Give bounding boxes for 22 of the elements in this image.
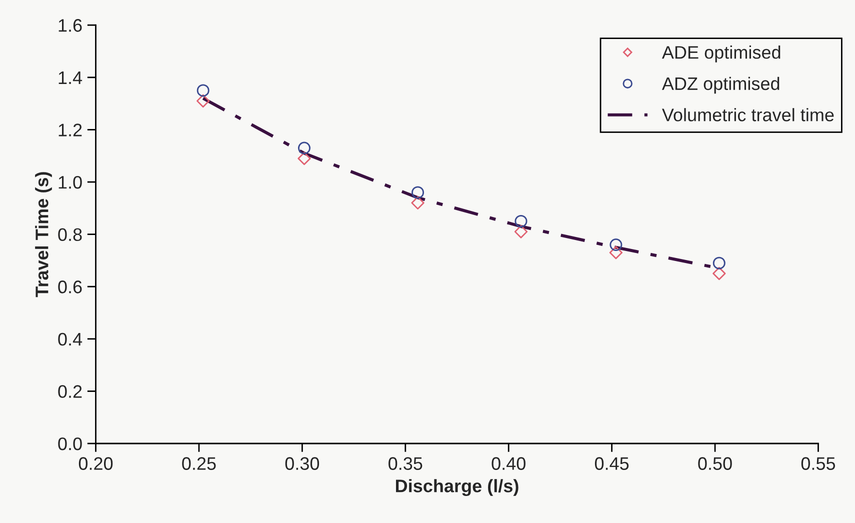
y-tick-label: 1.4 xyxy=(58,72,82,84)
x-tick-label: 0.25 xyxy=(182,457,216,470)
y-tick-label: 0.2 xyxy=(58,385,82,398)
x-tick-label: 0.50 xyxy=(698,457,732,470)
y-tick-label: 0.0 xyxy=(58,437,82,450)
x-tick-label: 0.35 xyxy=(388,457,422,470)
legend-label: ADE optimised xyxy=(662,46,780,62)
legend-label: ADZ optimised xyxy=(662,76,780,94)
x-tick-label: 0.20 xyxy=(78,457,113,470)
x-tick-label: 0.45 xyxy=(594,457,629,470)
x-tick-label: 0.55 xyxy=(801,457,836,470)
y-tick-label: 0.8 xyxy=(58,228,82,242)
x-axis-title: Discharge (l/s) xyxy=(396,479,518,496)
y-tick-label: 1.2 xyxy=(58,124,82,136)
x-tick-label: 0.30 xyxy=(285,457,320,470)
x-tick-label: 0.40 xyxy=(492,457,526,470)
y-tick-label: 0.4 xyxy=(58,332,82,346)
y-tick-label: 0.6 xyxy=(58,280,82,294)
legend-label: Volumetric travel time xyxy=(662,108,834,122)
y-tick-label: 1.0 xyxy=(58,176,82,189)
y-axis-title: Travel Time (s) xyxy=(35,172,52,298)
y-tick-label: 1.6 xyxy=(58,19,82,32)
